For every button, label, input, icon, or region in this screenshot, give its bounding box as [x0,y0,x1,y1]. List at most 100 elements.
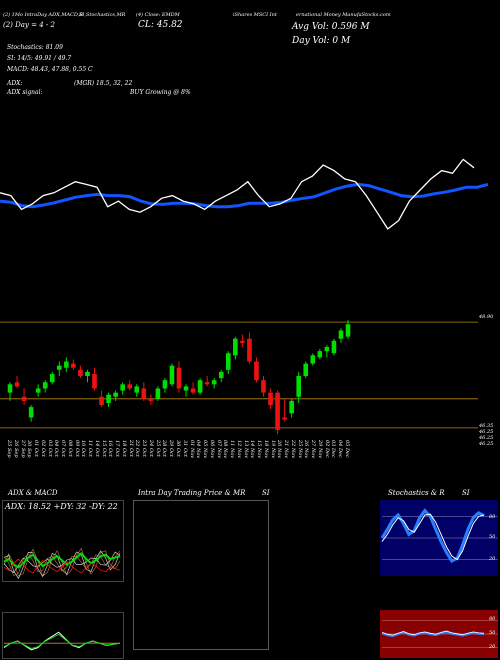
candle-body [56,365,62,370]
candle-body [35,388,41,393]
si-signal-line [381,630,485,636]
candlestick-chart [0,320,478,435]
candle-body [162,380,168,389]
day-volume: Day Vol: 0 M [292,36,351,46]
adx-aux-line [3,551,121,574]
candle-body [134,386,140,393]
header-line-7: ernational Money ManufaStocks.com [296,12,391,18]
candle-body [14,382,20,387]
candle-body [303,363,309,377]
candle-body [261,380,266,393]
si-line [381,630,485,638]
candle-body [28,407,34,418]
candle-body [282,417,287,420]
intraday-panel-si: SI [262,489,270,497]
adx-series-line [3,558,121,574]
candle-body [275,392,280,430]
candle-body [183,386,189,391]
candle-body [155,388,161,399]
header-line-2: (2) Day = 4 - 2 [3,21,55,29]
header-line-6: iShares MSCI Int [233,12,277,18]
adx-panel [2,500,124,582]
avg-volume: Avg Vol: 0.596 M [292,22,370,32]
candle-body [99,396,104,406]
candle-body [240,340,245,343]
candle-body [268,392,273,406]
candle-body [113,392,118,397]
price-tick-low-4: 46.25 [479,441,494,447]
price-tick-top: 48.90 [479,314,494,320]
header-line-4: (4) Close: EMDM [136,12,180,18]
stoch-scale-80: 80 [489,514,496,520]
candle-body [190,388,196,393]
candle-body [85,371,90,377]
price-tick-low-1: 46.35 [479,423,494,429]
candle-body [211,380,217,385]
adx-values: ADX: 18.52 +DY: 32 -DY: 22 [5,502,118,511]
candle-body [127,384,133,389]
candle-body [247,338,252,362]
candle-body [21,396,27,401]
mgr-info: (MGR) 18.5, 32, 22 [74,80,133,87]
candle-body [310,355,316,364]
si-info: SI: 14/5: 49.91 / 49.7 [7,55,72,62]
stoch-scale-50: 50 [489,534,496,540]
candle-body [233,338,238,356]
stoch-d-line [381,513,485,561]
header-line-3: SI,Stochastics,MR [79,12,126,18]
price-tick-low-3: 46.25 [479,435,494,441]
candle-body [218,371,224,379]
candle-body [289,400,294,414]
si-scale-80: 80 [489,616,496,622]
candle-body [176,367,182,389]
stoch-k-line [380,508,485,563]
adx-signal-label: ADX signal: [7,89,43,96]
candle-body [92,373,97,389]
candle-body [106,394,111,403]
adx-aux-line [3,547,121,577]
buy-signal: BUY Growing @ 8% [130,89,191,96]
candle-body [169,365,175,385]
candle-body [71,363,76,368]
candle-body [204,382,210,385]
candle-body [7,384,13,393]
macd-info: MACD: 48.43, 47.88, 0.55 C [7,66,93,73]
candle-body [338,330,344,339]
candle-body [78,369,83,377]
candle-body [64,361,69,368]
candle-body [197,380,203,393]
stochastics-info: Stochastics: 81.09 [7,44,63,51]
macd-panel [2,612,124,659]
header-line-1: (2) 1Mo IntraDay ADX,MACD,B [3,12,83,18]
adx-series-line [3,551,121,569]
candle-body [141,388,147,399]
candle-body [324,347,330,352]
candle-body [331,340,337,354]
adx-info: ADX: [7,80,23,87]
candle-body [49,373,55,383]
price-ma-chart [0,158,489,230]
candle-body [317,351,323,358]
candle-body [345,324,351,337]
intraday-panel-title: Intra Day Trading Price & MR [138,489,246,497]
price-line [0,158,475,230]
ma-line [0,182,489,209]
stoch-panel-si: SI [462,489,470,497]
macd-signal-line [3,633,121,650]
candle-body [254,361,259,381]
candle-body [120,384,125,391]
candle-body [42,382,48,389]
si-scale-50: 50 [489,630,496,636]
intraday-panel [133,500,269,650]
stoch-scale-20: 20 [489,556,496,562]
candle-body [296,376,302,397]
candle-body [225,353,231,370]
close-price: CL: 45.82 [138,20,183,30]
adx-panel-title: ADX & MACD [8,489,58,497]
stoch-panel-title: Stochastics & R [388,489,445,497]
candle-body [148,398,154,401]
price-tick-low-2: 46.25 [479,429,494,435]
adx-aux-line [3,550,121,580]
